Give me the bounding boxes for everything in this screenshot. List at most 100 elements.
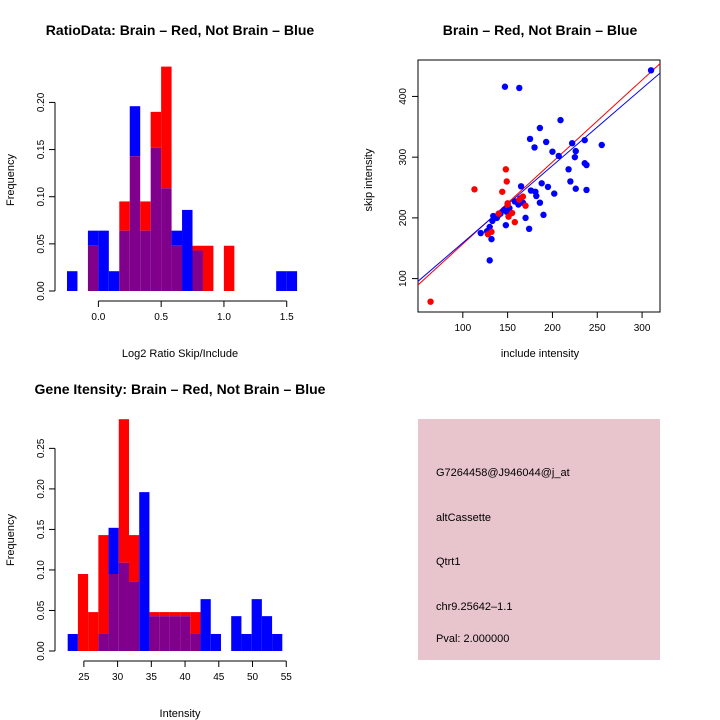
ratio-histogram-title: RatioData: Brain – Red, Not Brain – Blue (46, 22, 315, 38)
scatter-point-not-brain (527, 187, 535, 194)
intensity-hist-bar-overlap (128, 581, 140, 651)
scatter-point-not-brain (516, 84, 523, 92)
scatter-point-not-brain (581, 136, 588, 144)
scatter-point-not-brain (522, 214, 529, 222)
scatter-point-not-brain (647, 67, 655, 74)
ratio-hist-bar-not-brain (67, 271, 78, 291)
ratio-hist-bar-not-brain (98, 230, 109, 291)
intensity-hist-bar-brain (180, 612, 191, 617)
intensity-hist-bar-brain (88, 612, 99, 651)
scatter-point-not-brain (565, 166, 572, 173)
scatter-point-not-brain (486, 257, 493, 264)
intensity-hist-bar-overlap (180, 616, 191, 651)
scatter-point-not-brain (572, 185, 579, 192)
ratio-hist-bar-brain (202, 245, 214, 291)
intensity-hist-y-tick-label: 0.00 (36, 641, 47, 661)
intensity-hist-y-tick-label: 0.15 (36, 519, 47, 539)
scatter-point-brain (499, 188, 506, 195)
intensity-hist-bar-not-brain (272, 633, 283, 651)
scatter-point-not-brain (538, 180, 545, 187)
scatter-y-tick-label: 200 (398, 209, 409, 226)
scatter-point-not-brain (477, 229, 484, 237)
ratio-hist-bar-not-brain (286, 271, 298, 291)
intensity-hist-bar-not-brain (231, 616, 242, 651)
ratio-hist-y-tick-label: 0.00 (36, 281, 47, 301)
scatter-y-tick-label: 300 (398, 148, 409, 165)
ratio-hist-x-tick-label: 1.0 (217, 312, 231, 323)
scatter-point-not-brain (501, 83, 509, 90)
intensity-hist-bar-brain (77, 574, 89, 651)
scatter-point-not-brain (572, 147, 579, 155)
scatter-point-not-brain (488, 235, 495, 243)
genomic-location: chr9.25642–1.1 (436, 601, 512, 613)
intensity-hist-bar-overlap (118, 562, 129, 651)
intensity-hist-bar-not-brain (210, 633, 221, 651)
scatter-point-not-brain (525, 225, 533, 233)
ratio-hist-bar-not-brain (182, 209, 193, 291)
scatter-point-not-brain (557, 116, 564, 124)
intensity-hist-x-tick-label: 35 (146, 672, 158, 683)
intensity-scatter: Brain – Red, Not Brain – Blue 100 150 200 2… (363, 22, 661, 360)
scatter-fit-line (418, 72, 660, 282)
scatter-point-not-brain (549, 148, 556, 155)
scatter-point-brain (508, 209, 516, 217)
scatter-point-not-brain (515, 201, 522, 208)
ratio-hist-bar-overlap (161, 188, 172, 291)
scatter-point-not-brain (533, 192, 540, 200)
scatter-point-not-brain (536, 124, 544, 132)
scatter-point-brain (503, 178, 510, 185)
scatter-y-tick-label: 400 (398, 88, 409, 105)
ratio-hist-x-tick-label: 1.5 (280, 312, 294, 323)
intensity-hist-bar-not-brain (139, 492, 150, 651)
scatter-point-not-brain (555, 152, 562, 160)
ratio-hist-bar-not-brain (171, 230, 183, 246)
scatter-point-not-brain (583, 186, 590, 194)
scatter-x-tick-label: 200 (544, 323, 561, 334)
intensity-hist-bar-brain (159, 612, 170, 617)
scatter-y-tick-label: 100 (398, 270, 409, 287)
scatter-point-not-brain (502, 221, 510, 229)
intensity-hist-y-tick-label: 0.05 (36, 600, 47, 620)
intensity-hist-bar-brain (128, 535, 140, 582)
intensity-histogram-title: Gene Itensity: Brain – Red, Not Brain – … (35, 381, 326, 397)
ratio-hist-y-tick-label: 0.05 (36, 234, 47, 254)
intensity-hist-bar-overlap (108, 574, 119, 651)
intensity-hist-bar-not-brain (200, 599, 211, 651)
scatter-point-brain (495, 210, 502, 217)
scatter-point-brain (504, 201, 511, 208)
scatter-point-not-brain (536, 199, 544, 206)
intensity-hist-bar-brain (169, 612, 181, 617)
intensity-hist-x-tick-label: 55 (281, 672, 293, 683)
intensity-hist-bar-brain (98, 535, 109, 634)
intensity-hist-bar-not-brain (241, 633, 252, 651)
scatter-point-not-brain (567, 178, 574, 185)
intensity-hist-bar-overlap (149, 616, 160, 651)
ratio-hist-bar-brain (192, 245, 203, 251)
scatter-x-tick-label: 300 (634, 323, 651, 334)
scatter-point-not-brain (489, 217, 496, 225)
ratio-hist-x-tick-label: 0.5 (154, 312, 168, 323)
scatter-point-brain (511, 218, 518, 226)
intensity-hist-x-tick-label: 45 (213, 672, 225, 683)
scatter-x-tick-label: 100 (454, 323, 471, 334)
scatter-point-not-brain (540, 211, 547, 219)
intensity-histogram: Gene Itensity: Brain – Red, Not Brain – … (5, 381, 326, 720)
scatter-point-not-brain (542, 138, 550, 146)
ratio-hist-bar-overlap (87, 245, 99, 291)
scatter-point-not-brain (526, 135, 534, 143)
intensity-hist-y-tick-label: 0.10 (36, 560, 47, 580)
scatter-x-tick-label: 150 (499, 323, 516, 334)
ratio-hist-bar-not-brain (276, 271, 287, 291)
scatter-point-brain (471, 186, 478, 193)
intensity-hist-x-tick-label: 50 (247, 672, 259, 683)
p-value: Pval: 2.000000 (436, 633, 509, 645)
scatter-x-tick-label: 250 (589, 323, 606, 334)
ratio-hist-y-tick-label: 0.20 (36, 92, 47, 112)
probe-info-background (418, 419, 660, 660)
scatter-point-brain (488, 228, 495, 236)
scatter-xlabel: include intensity (501, 348, 580, 360)
gene-name: Qtrt1 (436, 556, 460, 568)
intensity-hist-bar-overlap (98, 633, 109, 651)
intensity-hist-bar-brain (149, 612, 160, 617)
